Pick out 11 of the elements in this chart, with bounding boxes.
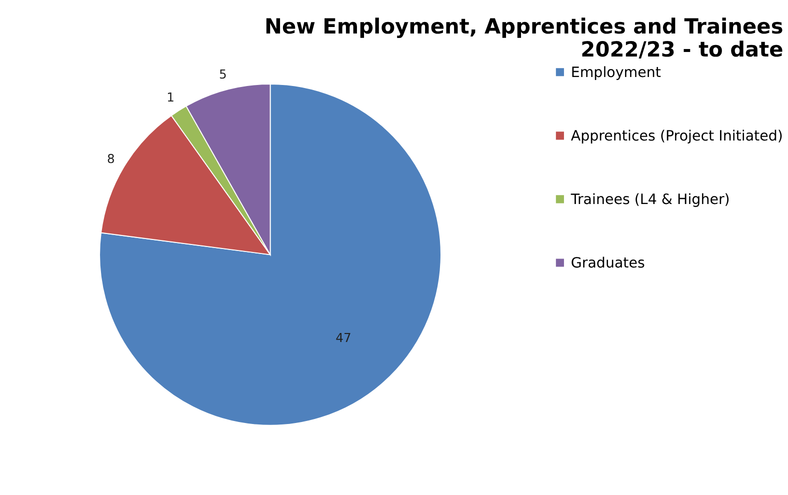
pie-slice xyxy=(99,84,442,426)
data-label: 5 xyxy=(219,68,227,82)
legend-label: Graduates xyxy=(570,255,645,272)
text: New Employment, Apprentices and Trainees xyxy=(264,14,784,39)
legend-label: Apprentices (Project Initiated) xyxy=(570,128,783,144)
data-label: 8 xyxy=(106,152,115,166)
data-label: 47 xyxy=(336,330,352,345)
text: 2022/23 - to date xyxy=(580,37,784,62)
legend-label: Trainees (L4 & Higher) xyxy=(570,192,730,208)
data-label: 1 xyxy=(166,90,174,105)
legend-label: Employment xyxy=(570,64,662,81)
